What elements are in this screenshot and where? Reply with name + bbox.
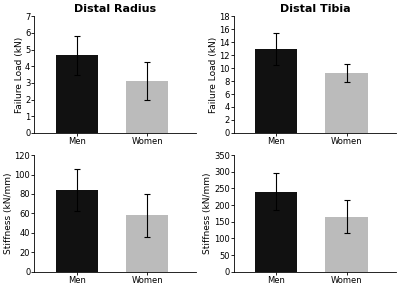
Y-axis label: Stiffness (kN/mm): Stiffness (kN/mm) xyxy=(204,173,212,254)
Y-axis label: Stiffness (kN/mm): Stiffness (kN/mm) xyxy=(4,173,13,254)
Bar xyxy=(326,73,368,133)
Bar xyxy=(56,55,98,133)
Y-axis label: Failure Load (kN): Failure Load (kN) xyxy=(209,36,218,113)
Bar xyxy=(255,192,297,272)
Bar xyxy=(255,49,297,133)
Bar xyxy=(326,217,368,272)
Bar xyxy=(126,215,168,272)
Title: Distal Tibia: Distal Tibia xyxy=(280,4,350,14)
Title: Distal Radius: Distal Radius xyxy=(74,4,156,14)
Bar xyxy=(126,81,168,133)
Bar xyxy=(56,190,98,272)
Y-axis label: Failure Load (kN): Failure Load (kN) xyxy=(14,36,24,113)
